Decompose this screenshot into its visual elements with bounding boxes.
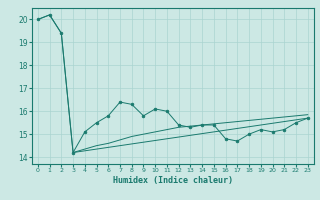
X-axis label: Humidex (Indice chaleur): Humidex (Indice chaleur) <box>113 176 233 185</box>
